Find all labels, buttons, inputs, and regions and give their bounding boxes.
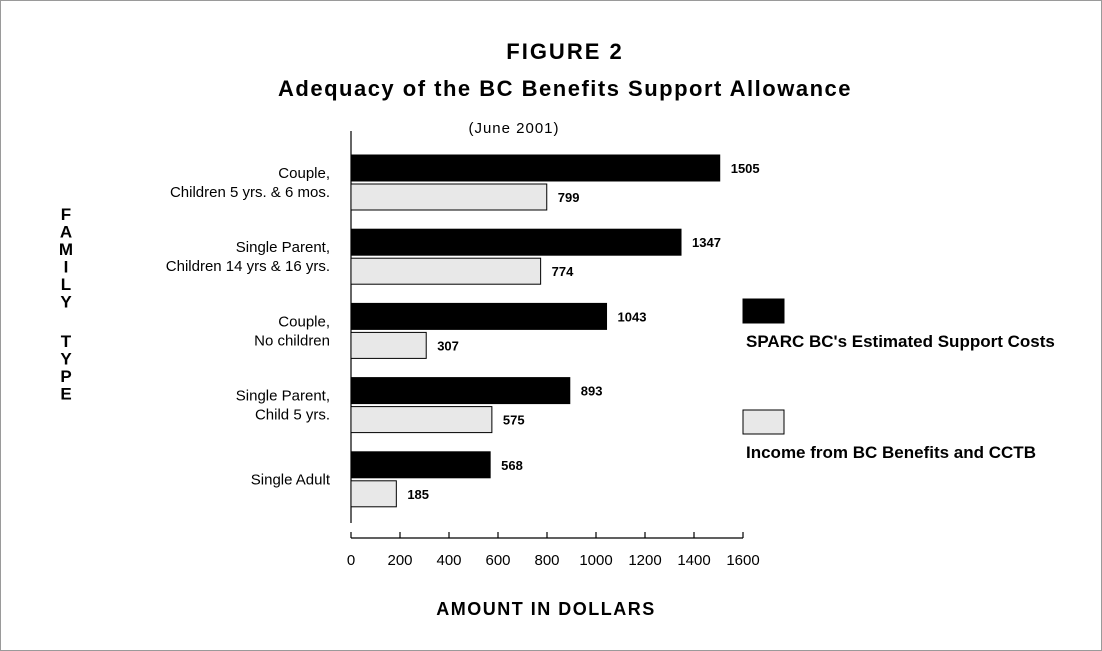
- data-label: 893: [581, 384, 603, 399]
- category-label: Couple,: [278, 313, 330, 330]
- bar-support-cost: [350, 228, 682, 256]
- category-labels: Couple, Children 5 yrs. & 6 mos. Single Pa…: [166, 165, 331, 488]
- legend-swatch-support-cost: [742, 298, 785, 324]
- figure-label: FIGURE 2: [506, 39, 623, 64]
- category-label: No children: [254, 332, 330, 349]
- bars: [350, 154, 721, 508]
- category-label: Single Adult: [251, 471, 331, 488]
- bar-benefit-income: [350, 406, 493, 434]
- data-label: 799: [558, 190, 580, 205]
- bar-support-cost: [350, 302, 608, 330]
- legend-swatch-benefit-income: [742, 409, 785, 435]
- data-label: 774: [552, 264, 574, 279]
- data-label: 568: [501, 458, 523, 473]
- y-axis-label-letter: I: [64, 258, 69, 277]
- x-tick-label: 800: [534, 552, 559, 569]
- axes: 0 200 400 600 800 1000 1200 1400 1600: [347, 131, 760, 569]
- y-axis-label-letter: Y: [60, 293, 72, 312]
- x-tick-label: 1400: [677, 552, 710, 569]
- bar-benefit-income: [350, 257, 542, 285]
- legend: SPARC BC's Estimated Support Costs Income…: [742, 298, 1055, 462]
- x-axis-label: AMOUNT IN DOLLARS: [436, 599, 655, 619]
- x-tick-label: 600: [485, 552, 510, 569]
- y-axis-label-letter: F: [61, 205, 71, 224]
- y-axis-label-letter: A: [60, 223, 72, 242]
- bar-benefit-income: [350, 183, 548, 211]
- x-tick-label: 1200: [628, 552, 661, 569]
- bar-support-cost: [350, 451, 491, 479]
- y-axis-label-letter: Y: [60, 350, 72, 369]
- y-axis-label-letter: M: [59, 240, 73, 259]
- y-axis-label-letter: L: [61, 275, 71, 294]
- value-labels: 1505 799 1347 774 1043 307 893 575 568 185: [407, 161, 759, 502]
- chart-title: Adequacy of the BC Benefits Support Allo…: [278, 76, 852, 101]
- x-tick-label: 1600: [726, 552, 759, 569]
- y-axis-label-letter: P: [60, 367, 71, 386]
- bar-support-cost: [350, 154, 721, 182]
- data-label: 1505: [731, 161, 760, 176]
- bar-support-cost: [350, 377, 571, 405]
- data-label: 575: [503, 413, 525, 428]
- data-label: 307: [437, 338, 459, 353]
- category-label: Couple,: [278, 165, 330, 182]
- x-tick-label: 200: [387, 552, 412, 569]
- y-axis-label-letter: E: [60, 385, 71, 404]
- bar-benefit-income: [350, 480, 397, 508]
- x-tick-label: 1000: [579, 552, 612, 569]
- data-label: 1347: [692, 235, 721, 250]
- legend-label: Income from BC Benefits and CCTB: [746, 443, 1036, 462]
- category-label: Children 14 yrs & 16 yrs.: [166, 258, 330, 275]
- data-label: 185: [407, 487, 429, 502]
- bar-benefit-income: [350, 331, 427, 359]
- y-axis-label-letter: T: [61, 332, 72, 351]
- category-label: Child 5 yrs.: [255, 407, 330, 424]
- x-tick-label: 0: [347, 552, 355, 569]
- x-tick-label: 400: [436, 552, 461, 569]
- chart-subtitle: (June 2001): [468, 120, 559, 137]
- category-label: Children 5 yrs. & 6 mos.: [170, 184, 330, 201]
- legend-label: SPARC BC's Estimated Support Costs: [746, 332, 1055, 351]
- category-label: Single Parent,: [236, 239, 330, 256]
- data-label: 1043: [618, 309, 647, 324]
- category-label: Single Parent,: [236, 388, 330, 405]
